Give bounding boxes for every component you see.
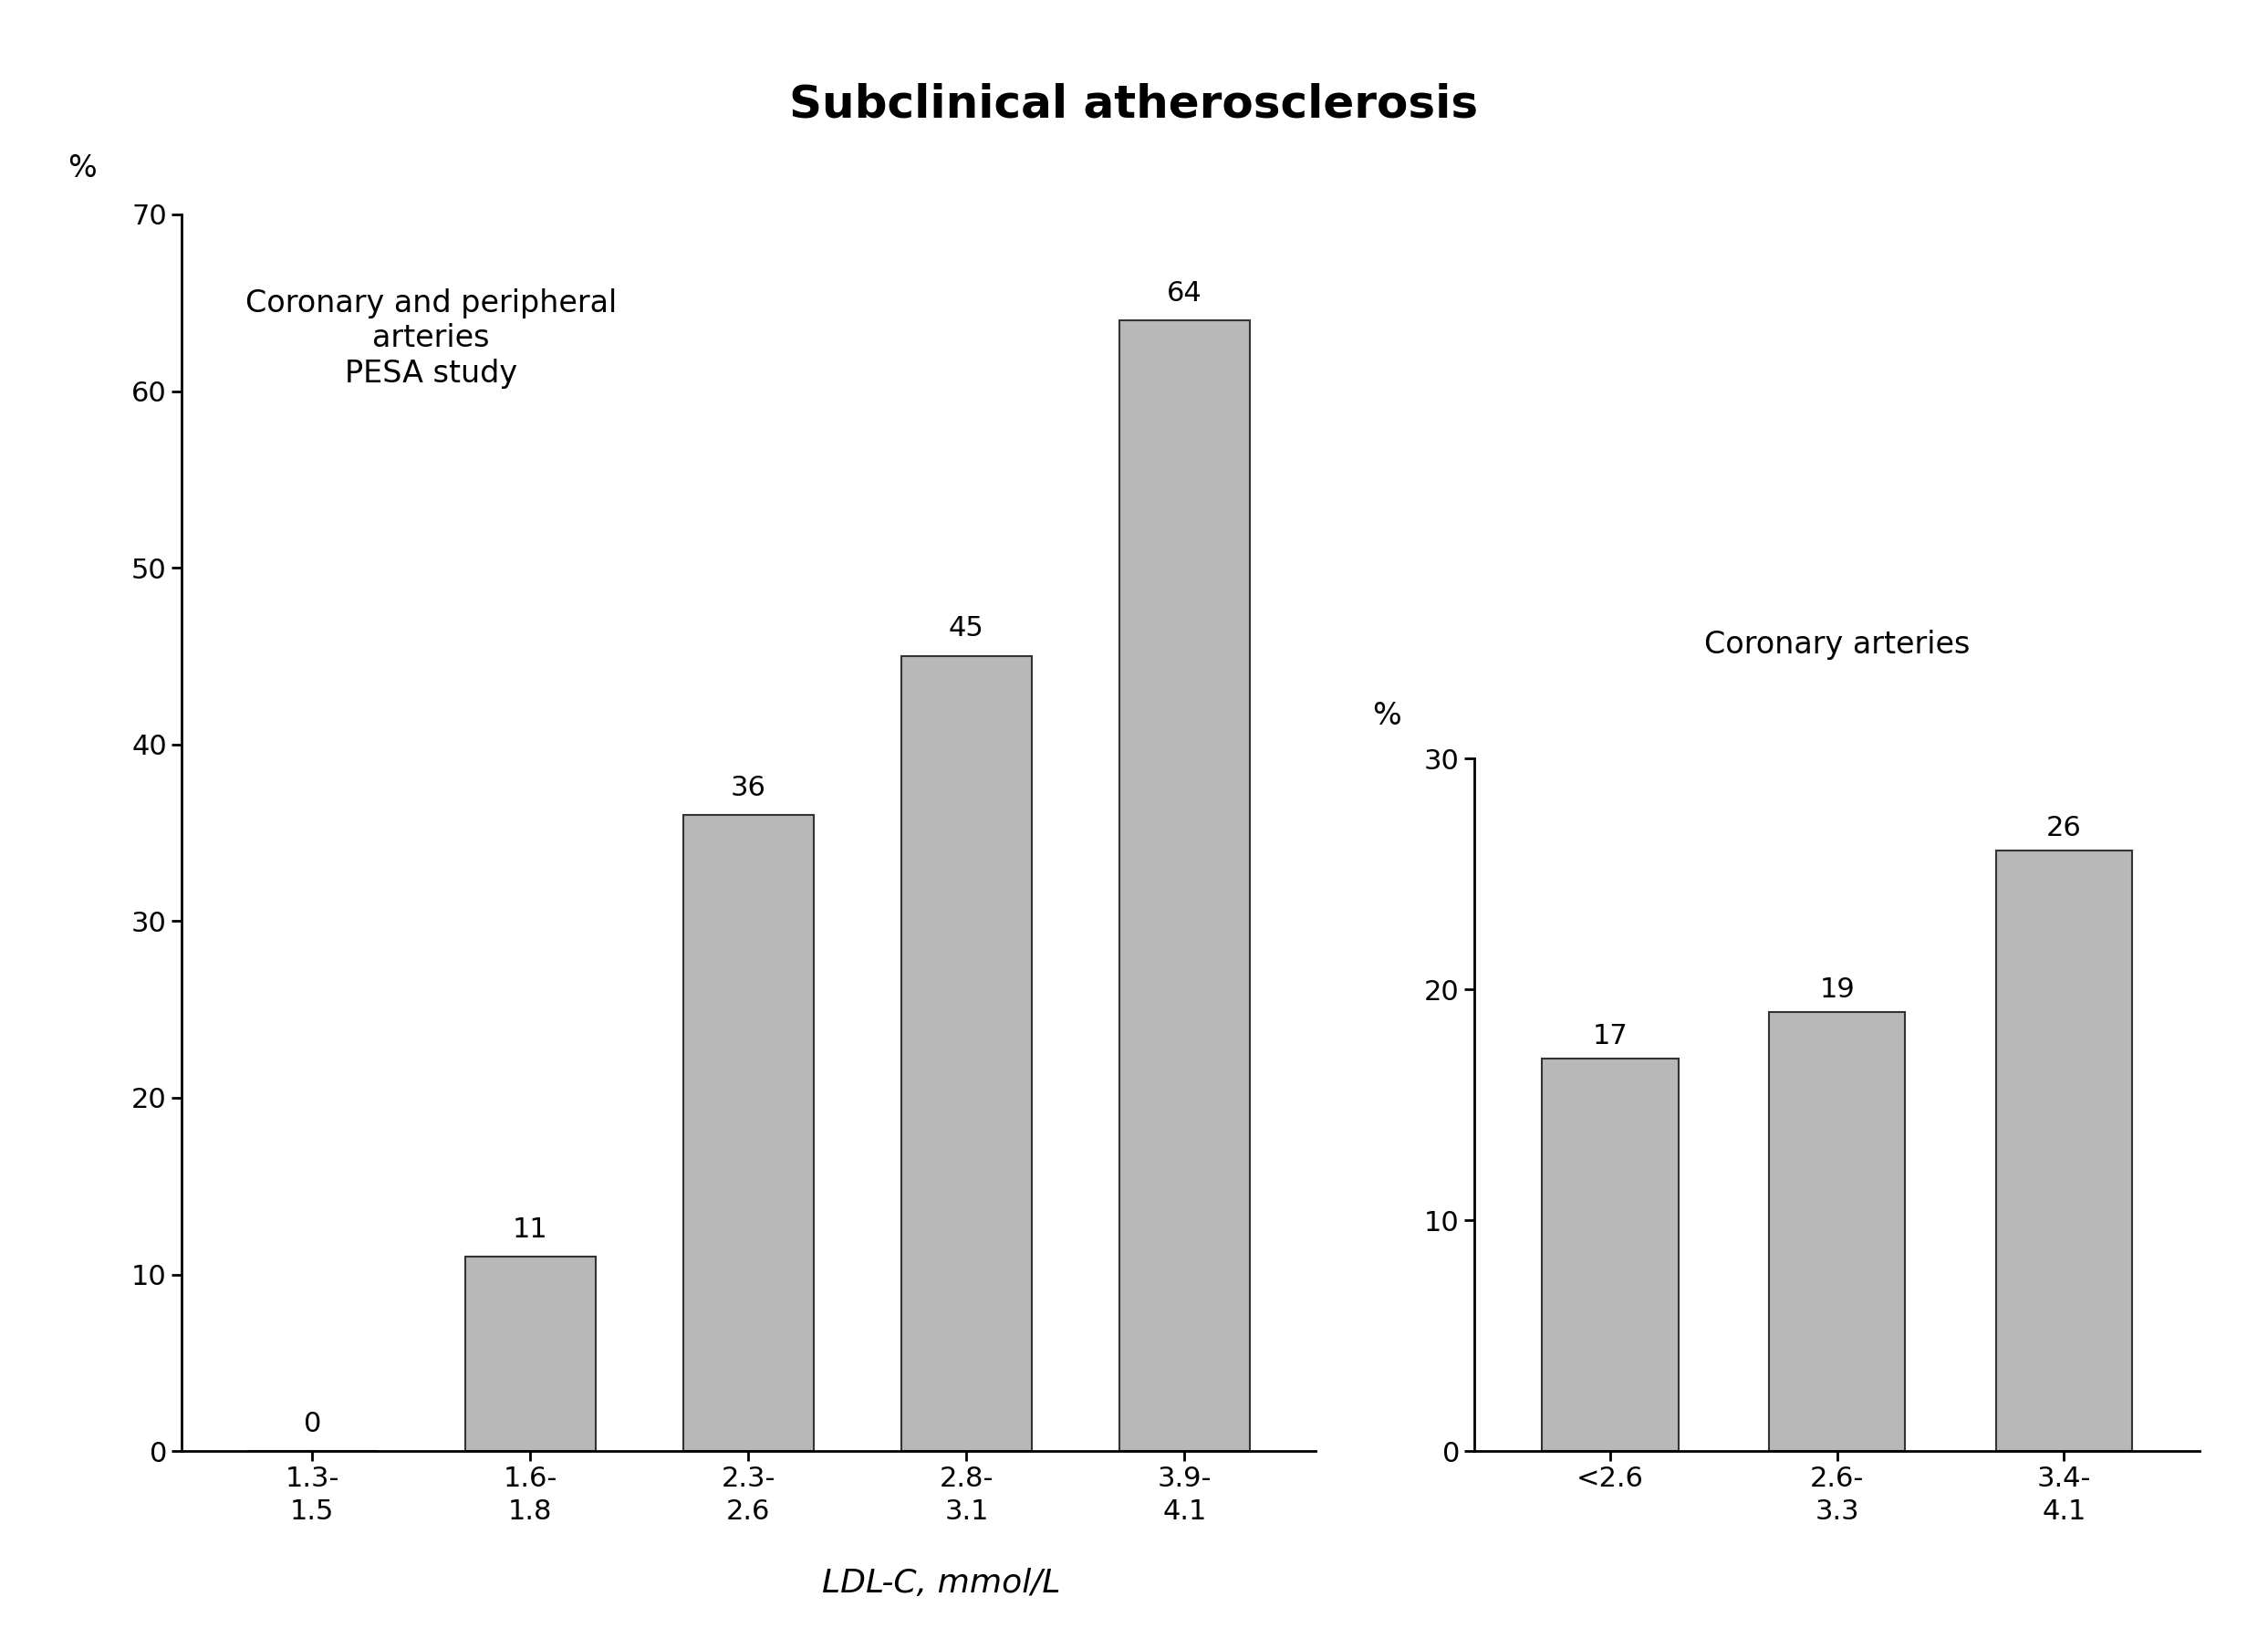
Bar — [900, 656, 1032, 1451]
Text: 11: 11 — [513, 1217, 549, 1243]
Text: Coronary and peripheral
arteries
PESA study: Coronary and peripheral arteries PESA st… — [245, 289, 617, 389]
Text: %: % — [68, 153, 98, 183]
Text: 36: 36 — [730, 775, 767, 801]
Text: LDL-C, mmol/L: LDL-C, mmol/L — [821, 1568, 1061, 1598]
Bar — [1996, 851, 2132, 1451]
Text: 45: 45 — [948, 615, 984, 641]
Text: 64: 64 — [1168, 280, 1202, 307]
Text: %: % — [1372, 701, 1402, 731]
Text: 19: 19 — [1819, 976, 1855, 1003]
Bar — [1542, 1059, 1678, 1451]
Bar — [465, 1257, 596, 1451]
Text: Coronary arteries: Coronary arteries — [1703, 630, 1971, 660]
Bar — [1118, 320, 1250, 1451]
Text: Subclinical atherosclerosis: Subclinical atherosclerosis — [789, 82, 1479, 127]
Bar — [683, 815, 814, 1451]
Text: 0: 0 — [304, 1410, 322, 1436]
Text: 17: 17 — [1592, 1022, 1628, 1049]
Text: 26: 26 — [2046, 815, 2082, 841]
Bar — [1769, 1012, 1905, 1451]
